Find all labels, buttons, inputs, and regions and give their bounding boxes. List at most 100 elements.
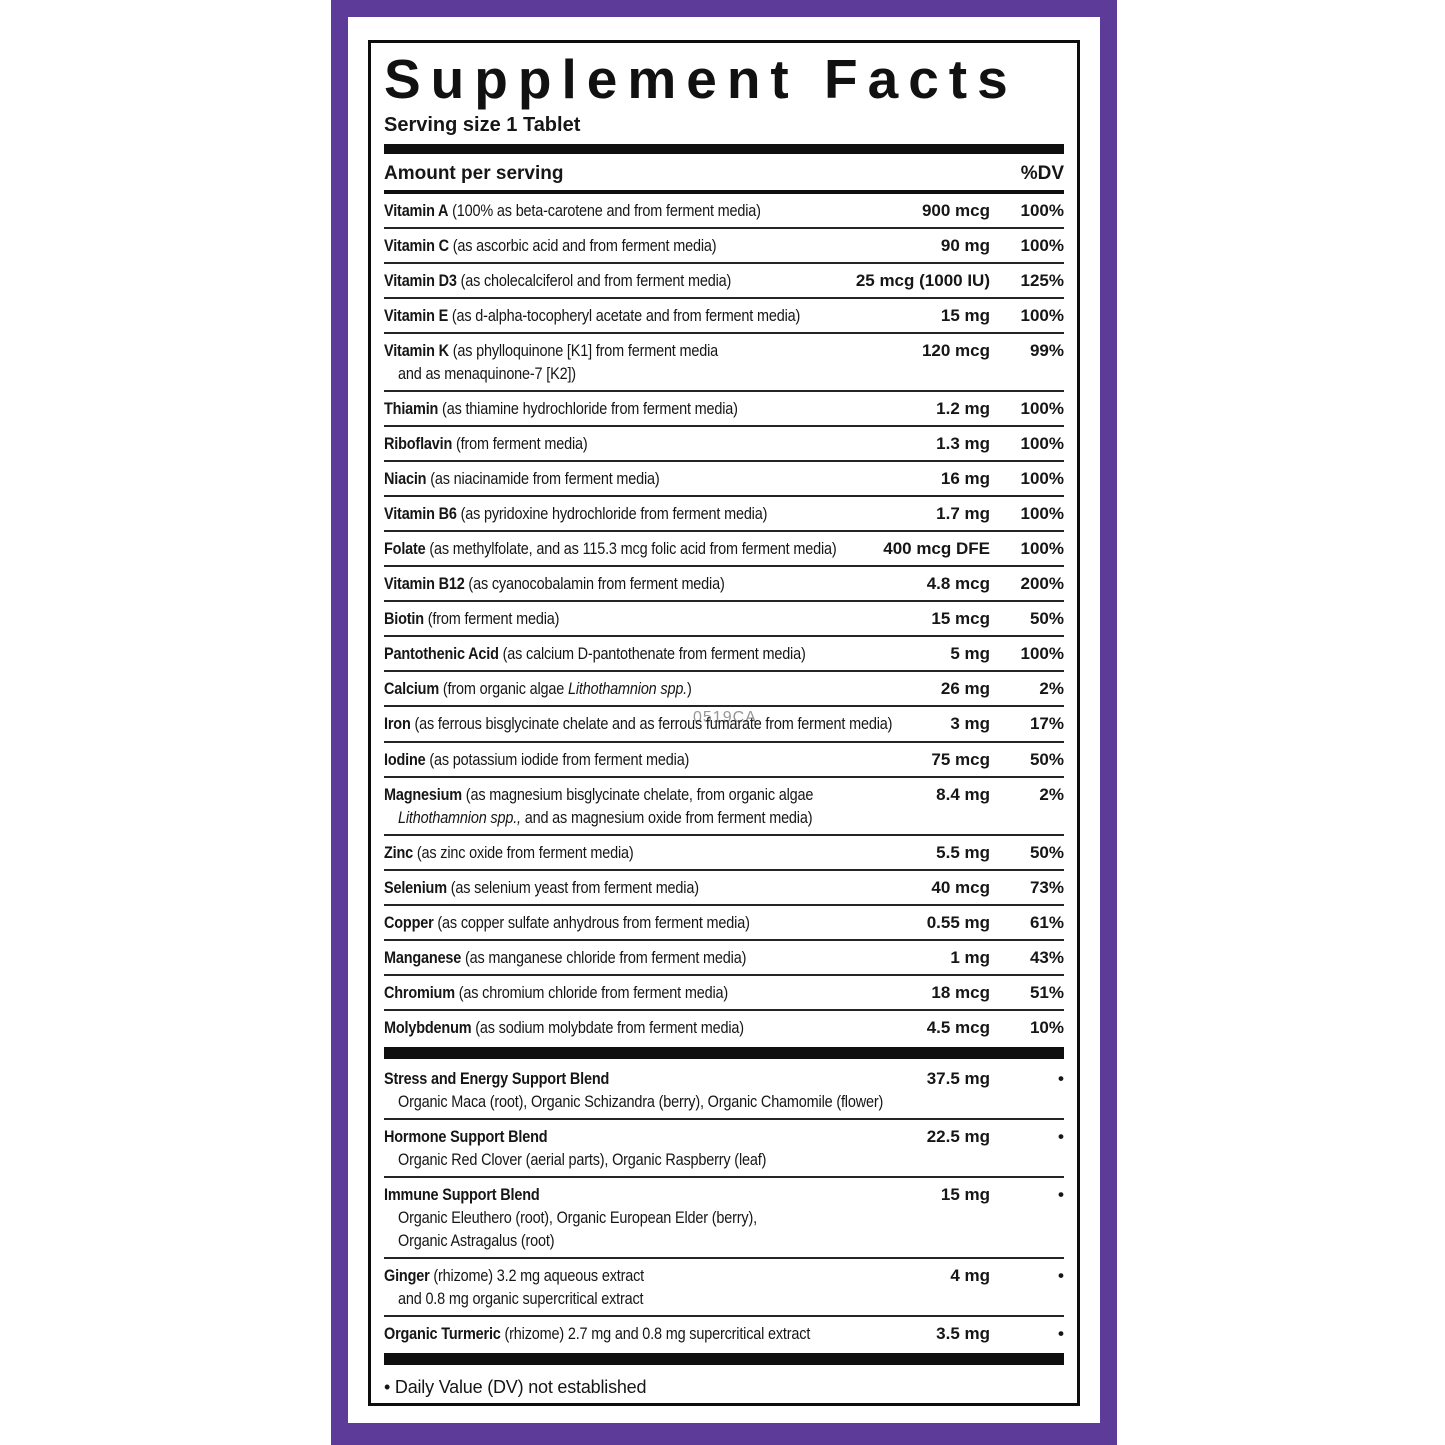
ingredient-text: Folate (as methylfolate, and as 115.3 mc… [384, 539, 877, 559]
row-line: Iodine (as potassium iodide from ferment… [384, 750, 1064, 770]
dv-value: • [1058, 1266, 1064, 1286]
amount-value: 120 mcg [921, 340, 990, 360]
ingredient-desc: (rhizome) 3.2 mg aqueous extract [429, 1266, 645, 1286]
nutrient-name: Vitamin K [384, 340, 449, 360]
ingredient-text: Vitamin B6 (as pyridoxine hydrochloride … [384, 504, 894, 524]
ingredient-desc: (from ferment media) [423, 609, 560, 629]
ingredient-text: Vitamin B12 (as cyanocobalamin from ferm… [384, 574, 894, 594]
amount-value: 1 mg [950, 947, 990, 967]
ingredient-text: Organic Turmeric (rhizome) 2.7 mg and 0.… [384, 1324, 894, 1344]
row-separator [384, 1118, 1064, 1121]
blend-ingredients-text: Organic Red Clover (aerial parts), Organ… [398, 1150, 767, 1170]
continuation-inner: Lithothamnion spp., and as magnesium oxi… [398, 807, 813, 828]
nutrient-name: Pantothenic Acid [384, 644, 499, 664]
dv-value: 43% [1029, 947, 1064, 967]
ingredient-desc: (as phylloquinone [K1] from ferment medi… [448, 340, 719, 360]
ingredient-desc: (as thiamine hydrochloride from ferment … [438, 399, 738, 419]
nutrient-row: Vitamin B12 (as cyanocobalamin from ferm… [384, 567, 1064, 600]
blend-ingredients-text: Organic Eleuthero (root), Organic Europe… [398, 1208, 757, 1228]
amount-value: 1.7 mg [936, 504, 990, 524]
blend-row: Ginger (rhizome) 3.2 mg aqueous extract 4… [384, 1259, 1064, 1315]
dv-value: 61% [1029, 912, 1064, 932]
nutrient-row: Biotin (from ferment media) 15 mcg 50% [384, 602, 1064, 635]
amount-value: 3 mg [950, 714, 990, 734]
amount-per-serving-header: Amount per serving [384, 162, 564, 184]
ingredient-text: Vitamin D3 (as cholecalciferol and from … [384, 271, 850, 291]
nutrient-name: Biotin [384, 609, 424, 629]
nutrient-row: Selenium (as selenium yeast from ferment… [384, 871, 1064, 904]
row-separator [384, 296, 1064, 299]
ingredient-text: Hormone Support Blend [384, 1127, 894, 1147]
dv-value: 50% [1029, 749, 1064, 769]
row-line: Vitamin D3 (as cholecalciferol and from … [384, 271, 1064, 291]
divider-before-footnote [384, 1353, 1064, 1366]
amount-value: 26 mg [940, 679, 990, 699]
row-separator [384, 331, 1064, 334]
ingredient-text-inner: Immune Support Blend [384, 1185, 540, 1205]
row-separator [384, 600, 1064, 603]
row-line: Pantothenic Acid (as calcium D-pantothen… [384, 644, 1064, 664]
blend-name: Hormone Support Blend [384, 1127, 548, 1147]
ingredient-desc: (as selenium yeast from ferment media) [446, 877, 699, 897]
ingredient-text-inner: Vitamin D3 (as cholecalciferol and from … [384, 271, 731, 291]
continuation-inner: and as menaquinone-7 [K2]) [398, 364, 576, 384]
ingredient-desc: (rhizome) 2.7 mg and 0.8 mg supercritica… [500, 1324, 811, 1344]
row-line: Riboflavin (from ferment media) 1.3 mg 100… [384, 434, 1064, 454]
nutrient-name: Selenium [384, 877, 447, 897]
row-line: Immune Support Blend 15 mg • [384, 1185, 1064, 1205]
ingredient-text-inner: Copper (as copper sulfate anhydrous from… [384, 913, 750, 933]
amount-value: 15 mg [940, 305, 990, 325]
row-separator [384, 1315, 1064, 1318]
dv-value: 100% [1020, 469, 1064, 489]
blend-ingredients-text: Organic Astragalus (root) [398, 1231, 555, 1251]
ingredient-text-inner: Vitamin E (as d-alpha-tocopheryl acetate… [384, 306, 800, 326]
row-separator [384, 973, 1064, 976]
ingredient-desc: (as zinc oxide from ferment media) [413, 842, 634, 862]
ingredient-desc: (as copper sulfate anhydrous from fermen… [433, 912, 750, 932]
row-separator [384, 938, 1064, 941]
ingredient-text-inner: Stress and Energy Support Blend [384, 1069, 609, 1089]
nutrient-name: Copper [384, 912, 434, 932]
continuation-text: and as magnesium oxide from ferment medi… [520, 807, 813, 827]
amount-value: 15 mcg [931, 609, 990, 629]
amount-value: 15 mg [940, 1185, 990, 1205]
row-line: Hormone Support Blend 22.5 mg • [384, 1127, 1064, 1147]
amount-value: 90 mg [940, 235, 990, 255]
nutrient-name: Niacin [384, 469, 427, 489]
dv-value: 99% [1029, 340, 1064, 360]
nutrient-row: Vitamin D3 (as cholecalciferol and from … [384, 264, 1064, 297]
ingredient-text-inner: Biotin (from ferment media) [384, 609, 559, 629]
ingredient-text-inner: Molybdenum (as sodium molybdate from fer… [384, 1018, 744, 1038]
dv-value: 17% [1029, 714, 1064, 734]
row-line: Iron (as ferrous bisglycinate chelate an… [384, 714, 1064, 734]
amount-value: 18 mcg [931, 982, 990, 1002]
dv-footnote: • Daily Value (DV) not established [384, 1377, 647, 1398]
ingredient-desc: (as d-alpha-tocopheryl acetate and from … [448, 305, 801, 325]
ingredient-desc: (as cyanocobalamin from ferment media) [464, 574, 725, 594]
dv-value: 50% [1029, 842, 1064, 862]
ingredient-text: Stress and Energy Support Blend [384, 1069, 894, 1089]
amount-value: 1.3 mg [936, 434, 990, 454]
blend-ingredients-text: and 0.8 mg organic supercritical extract [398, 1289, 644, 1309]
row-separator [384, 390, 1064, 393]
ingredient-text-inner: Iron (as ferrous bisglycinate chelate an… [384, 714, 892, 734]
nutrient-row: Pantothenic Acid (as calcium D-pantothen… [384, 637, 1064, 670]
ingredient-text-inner: Chromium (as chromium chloride from ferm… [384, 983, 728, 1003]
row-separator [384, 460, 1064, 463]
ingredient-desc: (as ascorbic acid and from ferment media… [448, 235, 717, 255]
dv-value: 100% [1020, 539, 1064, 559]
row-line: Magnesium (as magnesium bisglycinate che… [384, 785, 1064, 805]
blend-ingredients-line: and 0.8 mg organic supercritical extract [384, 1286, 1064, 1309]
blend-name: Ginger [384, 1266, 430, 1286]
row-separator [384, 775, 1064, 778]
nutrient-name: Vitamin E [384, 305, 449, 325]
watermark-code: 0519CA [693, 709, 757, 726]
amount-value: 25 mcg (1000 IU) [855, 270, 990, 290]
ingredient-text-inner: Vitamin B6 (as pyridoxine hydrochloride … [384, 504, 767, 524]
nutrient-row: Niacin (as niacinamide from ferment medi… [384, 462, 1064, 495]
ingredient-text: Ginger (rhizome) 3.2 mg aqueous extract [384, 1266, 894, 1286]
nutrient-name: Manganese [384, 947, 462, 967]
row-separator [384, 226, 1064, 229]
ingredient-desc: (as niacinamide from ferment media) [426, 469, 660, 489]
blend-name: Organic Turmeric [384, 1324, 501, 1344]
